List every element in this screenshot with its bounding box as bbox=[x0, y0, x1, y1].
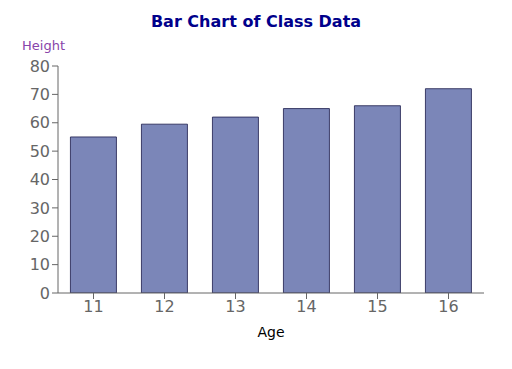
svg-text:60: 60 bbox=[30, 113, 50, 132]
svg-text:10: 10 bbox=[30, 255, 50, 274]
svg-text:12: 12 bbox=[154, 297, 174, 316]
svg-text:20: 20 bbox=[30, 227, 50, 246]
svg-text:70: 70 bbox=[30, 85, 50, 104]
svg-text:40: 40 bbox=[30, 170, 50, 189]
svg-text:30: 30 bbox=[30, 199, 50, 218]
svg-text:0: 0 bbox=[40, 284, 50, 303]
svg-text:11: 11 bbox=[83, 297, 103, 316]
svg-text:50: 50 bbox=[30, 142, 50, 161]
svg-text:14: 14 bbox=[296, 297, 316, 316]
svg-text:80: 80 bbox=[30, 57, 50, 76]
svg-text:13: 13 bbox=[225, 297, 245, 316]
svg-text:15: 15 bbox=[367, 297, 387, 316]
html-text:Bar Chart of Class Data: Bar Chart of Class Data bbox=[150, 12, 362, 31]
svg-text:16: 16 bbox=[438, 297, 458, 316]
svg-text:Age: Age bbox=[257, 324, 284, 340]
html-text:Height: Height bbox=[22, 38, 65, 53]
